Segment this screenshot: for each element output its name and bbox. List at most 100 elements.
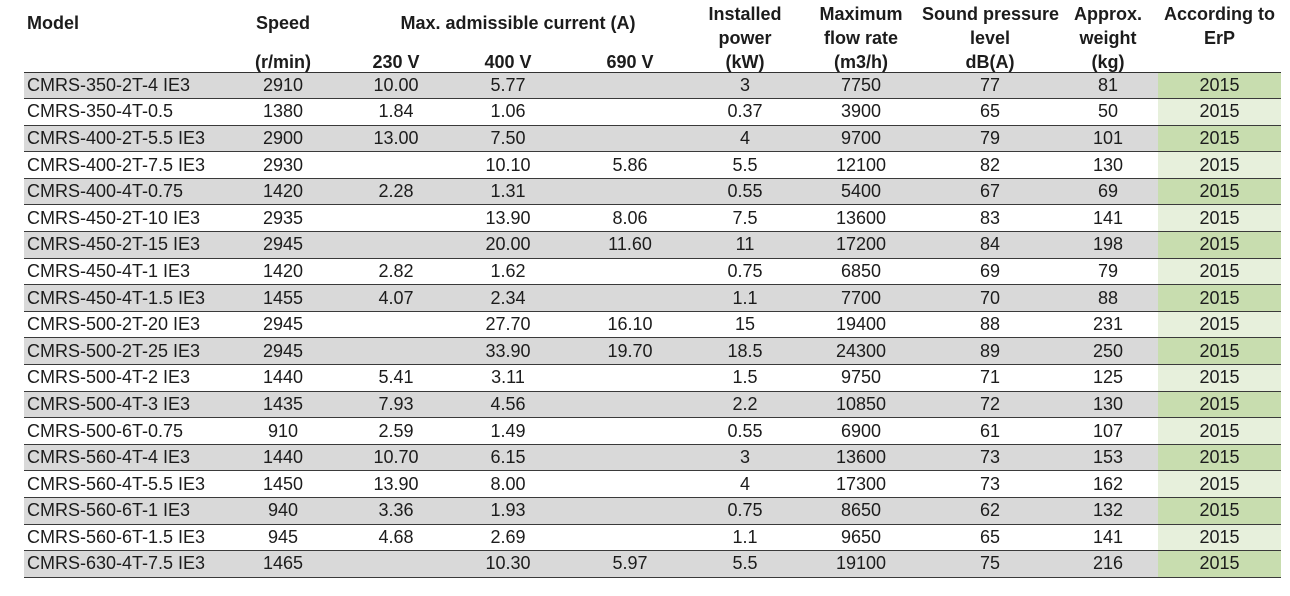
cell-speed: 2930 — [220, 151, 346, 179]
cell-power: 4 — [690, 125, 800, 153]
cell-model: CMRS-350-4T-0.5 — [24, 98, 220, 126]
unit-model — [24, 52, 220, 72]
cell-weight: 50 — [1058, 98, 1158, 126]
unit-speed: (r/min) — [255, 52, 311, 73]
cell-erp: 2015 — [1158, 204, 1281, 233]
unit-weight: (kg) — [1091, 52, 1125, 73]
cell-power: 0.75 — [690, 258, 800, 286]
cell-weight: 141 — [1058, 524, 1158, 552]
cell-power: 0.55 — [690, 178, 800, 206]
cell-erp: 2015 — [1158, 125, 1281, 153]
cell-400v: 1.31 — [446, 178, 570, 206]
cell-230v: 4.07 — [346, 284, 446, 312]
col-header-weight: Approx. weight — [1073, 4, 1142, 48]
cell-model: CMRS-400-2T-7.5 IE3 — [24, 151, 220, 179]
cell-speed: 2900 — [220, 125, 346, 153]
unit-power: (kW) — [725, 52, 765, 73]
cell-speed: 945 — [220, 524, 346, 552]
cell-erp: 2015 — [1158, 364, 1281, 392]
cell-230v — [346, 151, 446, 179]
cell-model: CMRS-500-2T-25 IE3 — [24, 337, 220, 366]
cell-sound: 65 — [922, 524, 1058, 552]
unit-flow: (m3/h) — [834, 52, 888, 73]
cell-sound: 79 — [922, 125, 1058, 153]
cell-weight: 81 — [1058, 71, 1158, 100]
cell-weight: 107 — [1058, 417, 1158, 445]
cell-model: CMRS-560-6T-1 IE3 — [24, 497, 220, 525]
cell-690v — [570, 284, 690, 312]
cell-model: CMRS-560-4T-5.5 IE3 — [24, 470, 220, 498]
cell-power: 5.5 — [690, 550, 800, 578]
cell-erp: 2015 — [1158, 337, 1281, 366]
cell-400v: 13.90 — [446, 204, 570, 233]
cell-sound: 73 — [922, 470, 1058, 498]
cell-sound: 61 — [922, 417, 1058, 445]
cell-690v: 11.60 — [570, 231, 690, 259]
cell-weight: 153 — [1058, 444, 1158, 472]
cell-erp: 2015 — [1158, 98, 1281, 126]
cell-230v: 5.41 — [346, 364, 446, 392]
col-header-installed-power: Installed power — [708, 4, 782, 48]
cell-230v — [346, 231, 446, 259]
cell-690v — [570, 497, 690, 525]
table-row: CMRS-560-6T-1 IE3 940 3.36 1.93 0.75 8650 62 13… — [24, 497, 1281, 525]
cell-speed: 1465 — [220, 550, 346, 578]
cell-weight: 125 — [1058, 364, 1158, 392]
cell-sound: 89 — [922, 337, 1058, 366]
cell-erp: 2015 — [1158, 178, 1281, 206]
cell-400v: 6.15 — [446, 444, 570, 472]
table-row: CMRS-350-4T-0.5 1380 1.84 1.06 0.37 3900 65 50 2… — [24, 98, 1281, 126]
cell-400v: 33.90 — [446, 337, 570, 366]
cell-weight: 162 — [1058, 470, 1158, 498]
cell-230v: 7.93 — [346, 391, 446, 419]
cell-model: CMRS-500-2T-20 IE3 — [24, 311, 220, 339]
cell-230v: 2.82 — [346, 258, 446, 286]
cell-400v: 1.93 — [446, 497, 570, 525]
cell-erp: 2015 — [1158, 71, 1281, 100]
cell-690v — [570, 364, 690, 392]
cell-230v: 4.68 — [346, 524, 446, 552]
cell-flow: 5400 — [800, 178, 922, 206]
cell-230v: 10.70 — [346, 444, 446, 472]
cell-flow: 8650 — [800, 497, 922, 525]
cell-flow: 10850 — [800, 391, 922, 419]
cell-230v: 3.36 — [346, 497, 446, 525]
fan-spec-table: Model Speed Max. admissible current (A) … — [24, 0, 1281, 578]
unit-sound: dB(A) — [965, 52, 1015, 73]
cell-weight: 132 — [1058, 497, 1158, 525]
cell-power: 0.55 — [690, 417, 800, 445]
cell-weight: 88 — [1058, 284, 1158, 312]
cell-power: 1.5 — [690, 364, 800, 392]
cell-flow: 19100 — [800, 550, 922, 578]
cell-sound: 62 — [922, 497, 1058, 525]
cell-weight: 250 — [1058, 337, 1158, 366]
cell-sound: 71 — [922, 364, 1058, 392]
unit-230v: 230 V — [372, 52, 420, 73]
cell-speed: 1380 — [220, 98, 346, 126]
cell-400v: 2.34 — [446, 284, 570, 312]
col-header-sound-level: Sound pressure level — [922, 4, 1060, 48]
cell-230v — [346, 204, 446, 233]
cell-230v: 13.90 — [346, 470, 446, 498]
cell-power: 18.5 — [690, 337, 800, 366]
col-header-current-group: Max. admissible current (A) — [400, 13, 636, 33]
cell-sound: 73 — [922, 444, 1058, 472]
table-row: CMRS-630-4T-7.5 IE3 1465 10.30 5.97 5.5 19100… — [24, 550, 1281, 578]
cell-speed: 2945 — [220, 337, 346, 366]
cell-model: CMRS-500-4T-3 IE3 — [24, 391, 220, 419]
cell-flow: 3900 — [800, 98, 922, 126]
cell-sound: 70 — [922, 284, 1058, 312]
cell-400v: 10.10 — [446, 151, 570, 179]
cell-400v: 2.69 — [446, 524, 570, 552]
cell-sound: 65 — [922, 98, 1058, 126]
cell-230v — [346, 550, 446, 578]
cell-230v: 1.84 — [346, 98, 446, 126]
cell-flow: 9750 — [800, 364, 922, 392]
cell-sound: 83 — [922, 204, 1058, 233]
cell-flow: 19400 — [800, 311, 922, 339]
cell-speed: 1450 — [220, 470, 346, 498]
cell-400v: 20.00 — [446, 231, 570, 259]
cell-flow: 9650 — [800, 524, 922, 552]
cell-power: 2.2 — [690, 391, 800, 419]
